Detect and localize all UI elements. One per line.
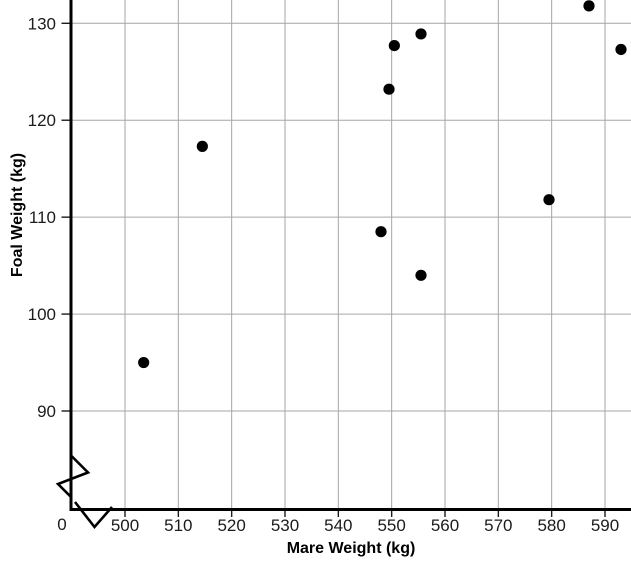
x-tick-label: 580 <box>537 516 565 535</box>
x-tick-label: 540 <box>324 516 352 535</box>
x-tick-label: 530 <box>271 516 299 535</box>
data-point <box>583 0 595 12</box>
origin-label: 0 <box>57 515 66 534</box>
data-point <box>615 43 627 56</box>
y-tick-label: 130 <box>28 14 56 33</box>
x-tick-label: 500 <box>111 516 139 535</box>
data-point <box>415 269 427 281</box>
data-point <box>383 83 395 95</box>
x-tick-label: 520 <box>217 516 245 535</box>
x-tick-label: 560 <box>431 516 459 535</box>
data-point <box>543 194 555 206</box>
y-axis-break-mark <box>55 454 91 498</box>
gridlines <box>71 0 631 510</box>
y-tick-label: 120 <box>28 111 56 130</box>
data-point <box>388 39 400 52</box>
data-point <box>415 28 427 40</box>
y-tick-label: 110 <box>29 208 56 227</box>
x-tick-label: 570 <box>484 516 512 535</box>
x-axis-title: Mare Weight (kg) <box>287 540 416 557</box>
x-tick-label: 510 <box>164 516 192 535</box>
x-tick-label: 590 <box>591 516 619 535</box>
y-tick-label: 90 <box>37 402 56 421</box>
axes <box>55 0 631 530</box>
x-tick-label: 550 <box>377 516 405 535</box>
data-points <box>138 0 627 369</box>
y-tick-label: 100 <box>28 305 56 324</box>
y-axis-title: Foal Weight (kg) <box>9 153 26 277</box>
data-point <box>138 356 150 369</box>
x-axis-break-mark <box>73 501 113 530</box>
data-point <box>375 226 387 238</box>
tick-labels: 500 510 520 530 540 550 560 570 580 590 90 100 110 12… <box>28 14 620 535</box>
data-point <box>196 140 208 152</box>
